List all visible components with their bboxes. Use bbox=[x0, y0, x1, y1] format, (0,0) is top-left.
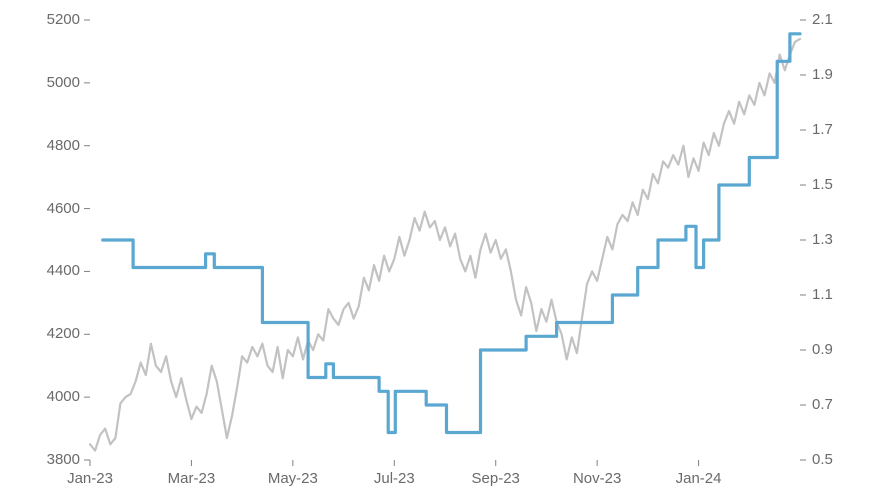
series-blue bbox=[103, 34, 800, 433]
y-right-axis-label: 1.5 bbox=[812, 176, 862, 193]
y-right-axis-label: 0.7 bbox=[812, 396, 862, 413]
y-right-axis-label: 1.7 bbox=[812, 121, 862, 138]
x-axis-label: Jan-24 bbox=[676, 470, 722, 487]
y-left-axis-label: 4600 bbox=[20, 200, 80, 217]
x-axis-label: Nov-23 bbox=[573, 470, 621, 487]
x-axis-label: May-23 bbox=[268, 470, 318, 487]
series-gray bbox=[90, 39, 800, 451]
y-right-axis-label: 1.1 bbox=[812, 286, 862, 303]
y-right-axis-label: 2.1 bbox=[812, 11, 862, 28]
x-axis-label: Sep-23 bbox=[472, 470, 520, 487]
y-left-axis-label: 3800 bbox=[20, 451, 80, 468]
y-left-axis-label: 5000 bbox=[20, 74, 80, 91]
y-left-axis-label: 4800 bbox=[20, 137, 80, 154]
y-right-axis-label: 0.9 bbox=[812, 341, 862, 358]
chart-svg bbox=[0, 0, 870, 500]
y-left-axis-label: 4200 bbox=[20, 325, 80, 342]
y-right-axis-label: 0.5 bbox=[812, 451, 862, 468]
chart-container: Jan-23 Mar-23 May-23 Jul-23 Sep-23 Nov-23 Jan-… bbox=[0, 0, 870, 500]
y-right-axis-label: 1.3 bbox=[812, 231, 862, 248]
y-left-axis-label: 5200 bbox=[20, 11, 80, 28]
x-axis-label: Jul-23 bbox=[374, 470, 415, 487]
x-axis-label: Jan-23 bbox=[67, 470, 113, 487]
x-axis-label: Mar-23 bbox=[168, 470, 216, 487]
y-right-axis-label: 1.9 bbox=[812, 66, 862, 83]
y-left-axis-label: 4000 bbox=[20, 388, 80, 405]
y-left-axis-label: 4400 bbox=[20, 262, 80, 279]
